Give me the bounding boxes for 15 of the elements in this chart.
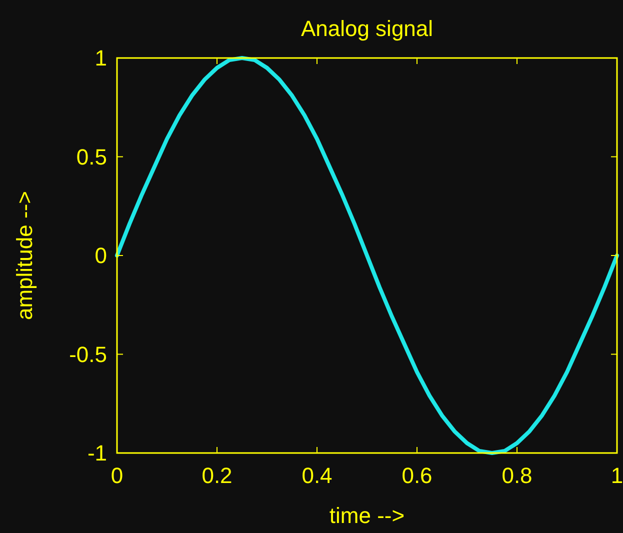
y-tick-label: -0.5 [69, 342, 107, 367]
x-tick-label: 0.8 [502, 463, 532, 488]
y-tick-label: 0 [94, 243, 107, 268]
y-axis-title: amplitude --> [12, 190, 37, 320]
x-tick-label: 0.6 [402, 463, 432, 488]
y-tick-label: -1 [87, 440, 107, 466]
line-series [115, 56, 619, 455]
x-tick-label: 0.4 [302, 463, 332, 488]
chart-title: Analog signal [300, 16, 434, 41]
x-tick-label: 1 [610, 463, 623, 488]
y-tick-label: 0.5 [76, 144, 107, 170]
y-tick-label: 1 [94, 46, 107, 71]
x-tick-label: 0.2 [202, 463, 232, 488]
x-axis-title: time --> [329, 503, 405, 528]
x-tick-label: 0 [110, 463, 124, 488]
